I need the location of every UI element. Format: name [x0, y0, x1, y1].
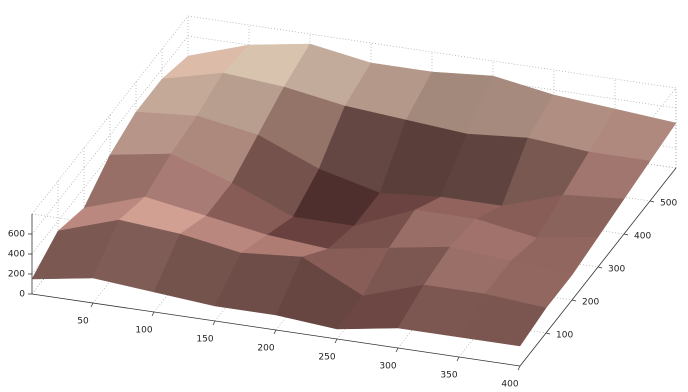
x-tick	[152, 312, 154, 316]
x-tick	[396, 348, 398, 352]
z-tick-label: 400	[8, 250, 25, 260]
y-tick-label: 200	[582, 298, 599, 308]
x-tick-label: 250	[318, 353, 335, 363]
y-tick	[598, 267, 602, 268]
x-tick-label: 100	[135, 326, 152, 336]
y-tick-label: 500	[660, 199, 677, 209]
x-tick-label: 200	[257, 344, 274, 354]
z-tick-label: 200	[8, 270, 25, 280]
y-tick	[624, 234, 628, 235]
x-tick	[274, 330, 276, 334]
x-tick-label: 300	[379, 362, 396, 372]
x-tick	[457, 357, 459, 361]
z-tick-label: 600	[8, 230, 25, 240]
chart: 50 100 150 200 250 300 350 400 100 200 300 400 500 0 2…	[0, 0, 688, 392]
y-tick-label: 400	[634, 232, 651, 242]
x-tick	[213, 321, 215, 325]
y-tick-label: 100	[556, 331, 573, 341]
y-tick	[546, 333, 550, 334]
y-tick-label: 300	[608, 265, 625, 275]
x-tick	[91, 303, 93, 307]
y-tick	[572, 300, 576, 301]
x-tick-label: 150	[196, 335, 213, 345]
x-tick-label: 350	[440, 371, 457, 381]
y-tick	[650, 201, 654, 202]
z-tick-label: 0	[19, 290, 25, 300]
x-tick-label: 400	[501, 380, 518, 390]
x-tick	[518, 366, 520, 370]
x-tick	[335, 339, 337, 343]
x-tick-label: 50	[77, 317, 89, 327]
